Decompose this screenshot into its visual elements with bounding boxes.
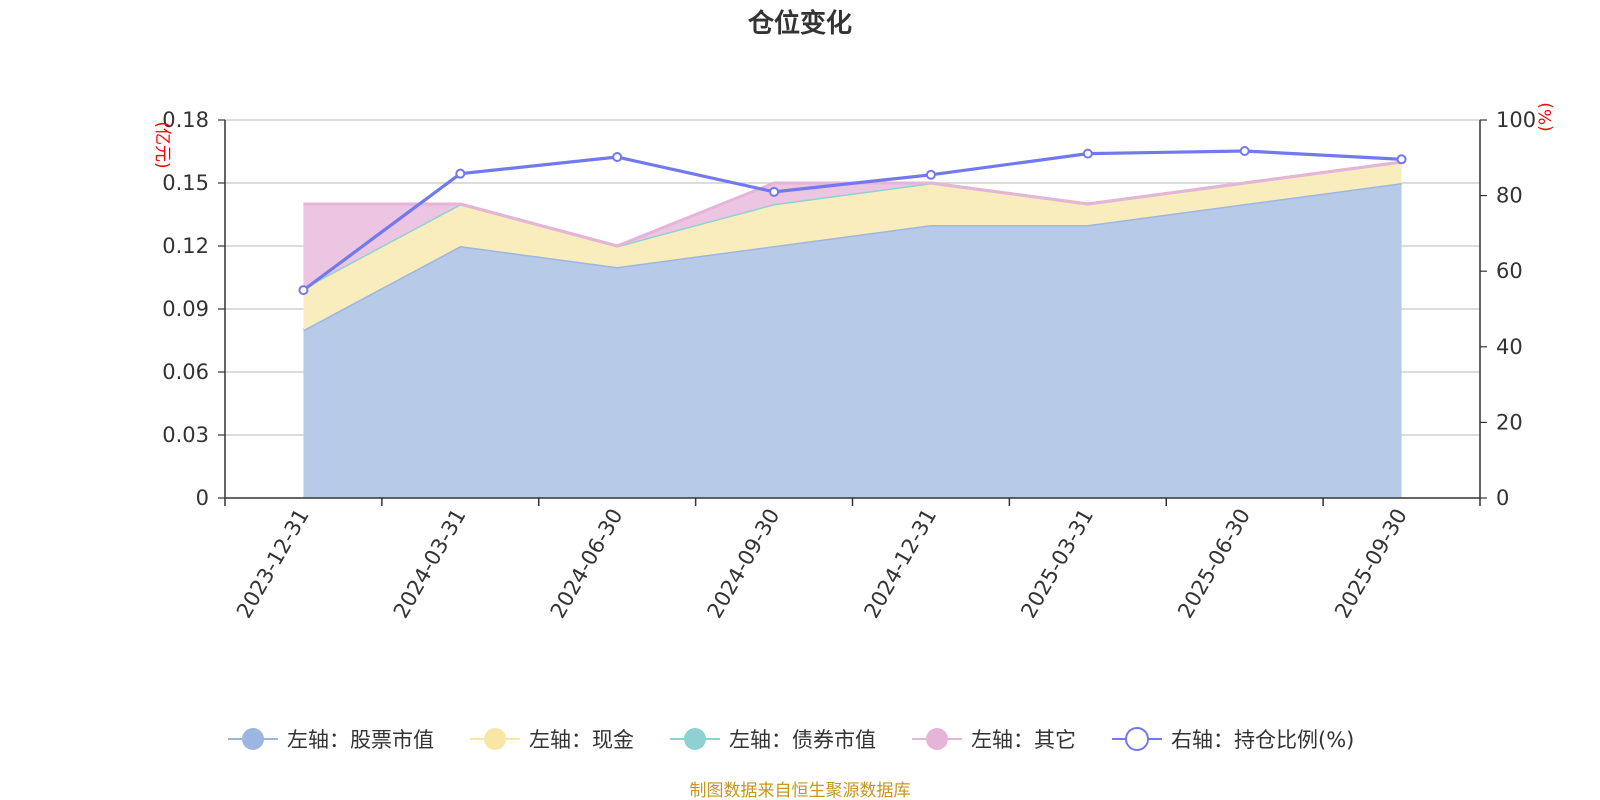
left-tick-label: 0.09 (162, 297, 209, 321)
stacked-areas (302, 160, 1402, 498)
right-tick-label: 40 (1496, 335, 1523, 359)
ratio-point (455, 168, 466, 179)
legend-item: 左轴：现金 (470, 728, 634, 752)
legend-label: 左轴：现金 (529, 728, 634, 752)
legend-label: 左轴：股票市值 (287, 728, 434, 752)
holding-ratio-line (298, 145, 1407, 296)
legend: 左轴：股票市值 左轴：现金 左轴：债券市值 左轴：其它 右轴：持仓比例(%) (228, 727, 1354, 752)
ratio-point (1396, 154, 1407, 165)
right-tick-label: 80 (1496, 184, 1523, 208)
legend-marker (926, 728, 948, 750)
right-tick-label: 100 (1496, 108, 1536, 132)
ratio-point (1082, 148, 1093, 159)
area-左轴：现金 (303, 162, 1402, 330)
legend-item: 右轴：持仓比例(%) (1112, 727, 1354, 752)
legend-marker (484, 728, 506, 750)
area-左轴：其它 (303, 162, 1402, 288)
ratio-point (298, 285, 309, 296)
ratio-point (925, 169, 936, 180)
x-tick-label: 2024-06-30 (546, 505, 628, 623)
right-axis-unit: (%) (1536, 102, 1556, 131)
legend-item: 左轴：股票市值 (228, 728, 434, 752)
right-tick-label: 20 (1496, 410, 1523, 434)
x-tick-label: 2024-12-31 (859, 505, 941, 623)
ratio-point (612, 152, 623, 163)
right-tick-label: 0 (1496, 486, 1509, 510)
legend-marker (684, 728, 706, 750)
legend-item: 左轴：债券市值 (670, 728, 876, 752)
left-tick-label: 0.12 (162, 234, 209, 258)
legend-marker (1125, 727, 1149, 751)
ratio-line-path (302, 149, 1402, 292)
x-tick-label: 2024-03-31 (389, 505, 471, 623)
left-axis-unit: (亿元) (152, 121, 172, 168)
ratio-point (769, 186, 780, 197)
left-tick-label: 0.18 (162, 108, 209, 132)
left-tick-label: 0.15 (162, 171, 209, 195)
x-tick-label: 2023-12-31 (232, 505, 314, 623)
left-tick-label: 0 (196, 486, 209, 510)
x-tick-label: 2025-06-30 (1173, 505, 1255, 623)
ratio-point (1239, 145, 1250, 156)
left-tick-label: 0.03 (162, 423, 209, 447)
legend-item: 左轴：其它 (912, 728, 1076, 752)
legend-label: 左轴：其它 (971, 728, 1076, 752)
chart-title: 仓位变化 (747, 8, 852, 39)
x-tick-label: 2024-09-30 (703, 505, 785, 623)
legend-label: 右轴：持仓比例(%) (1171, 728, 1354, 752)
source-note: 制图数据来自恒生聚源数据库 (690, 781, 911, 800)
right-tick-label: 60 (1496, 259, 1523, 283)
legend-marker (242, 728, 264, 750)
left-tick-label: 0.06 (162, 360, 209, 384)
x-tick-label: 2025-03-31 (1016, 505, 1098, 623)
legend-label: 左轴：债券市值 (729, 728, 876, 752)
x-tick-label: 2025-09-30 (1330, 505, 1412, 623)
